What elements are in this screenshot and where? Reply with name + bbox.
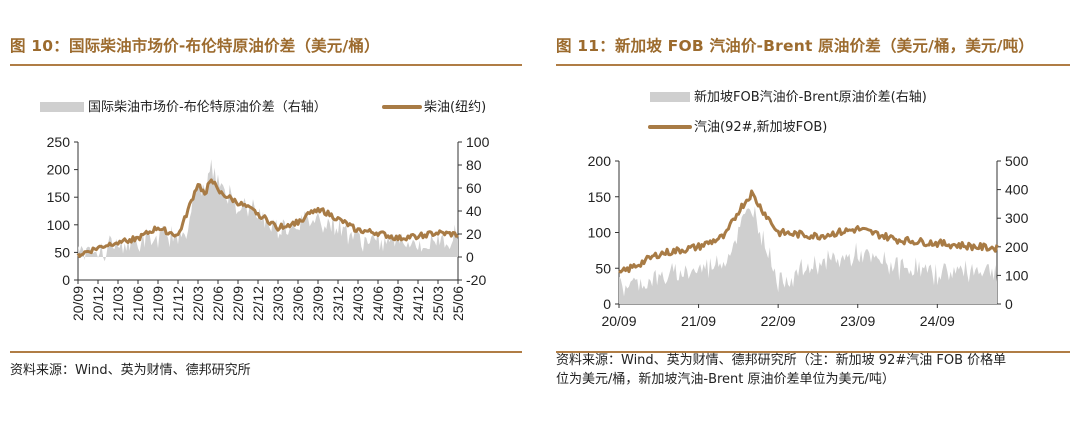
left-x-tick-label: 22/06 [210, 286, 226, 321]
left-x-tick-label: 24/06 [370, 286, 386, 321]
left-x-tick-label: 25/03 [430, 286, 446, 321]
right-x-tick-label: 24/09 [920, 313, 955, 329]
right-source-rule [556, 351, 1070, 353]
left-x-tick-label: 22/12 [250, 286, 266, 321]
right-chart: 0 50 100 150 200 0 100 200 300 400 500 20/09 21/09 22… [588, 89, 1029, 329]
left-x-tick-label: 21/09 [150, 286, 166, 321]
left-x-tick-label: 23/06 [290, 286, 306, 321]
left-x-tick-label: 21/06 [130, 286, 146, 321]
left-figure-title: 图 10：国际柴油市场价-布伦特原油价差（美元/桶） [10, 37, 380, 55]
left-price-line [76, 178, 459, 258]
left-x-tick-label: 22/03 [190, 286, 206, 321]
left-left-tick-label: 0 [62, 272, 70, 288]
left-x-tick-label: 20/12 [90, 286, 106, 321]
left-right-tick-label: 60 [466, 180, 482, 196]
left-spread-area [78, 159, 458, 262]
left-x-tick-label: 24/09 [390, 286, 406, 321]
right-right-tick-label: 400 [1005, 182, 1029, 198]
left-right-tick-label: 80 [466, 157, 482, 173]
left-left-tick-label: 150 [47, 189, 71, 205]
left-left-tick-label: 50 [54, 244, 70, 260]
left-x-tick-label: 23/09 [310, 286, 326, 321]
right-right-tick-label: 500 [1005, 153, 1029, 169]
right-source-line-1: 资料来源：Wind、英为财情、德邦研究所（注：新加坡 92#汽油 FOB 价格单 [556, 353, 1007, 368]
right-source-note: 资料来源：Wind、英为财情、德邦研究所（注：新加坡 92#汽油 FOB 价格单… [556, 351, 1006, 389]
left-left-tick-label: 250 [47, 134, 71, 150]
right-right-tick-label: 300 [1005, 210, 1029, 226]
left-x-tick-label: 25/06 [450, 286, 466, 321]
left-x-tick-label: 22/09 [230, 286, 246, 321]
left-right-tick-label: 40 [466, 203, 482, 219]
right-x-tick-label: 22/09 [761, 313, 796, 329]
right-left-tick-label: 0 [603, 296, 611, 312]
right-x-tick-label: 21/09 [681, 313, 716, 329]
right-right-tick-label: 0 [1005, 296, 1013, 312]
right-source-line-2: 位为美元/桶，新加坡汽油-Brent 原油价差单位为美元/吨） [556, 372, 895, 387]
left-chart: 0 50 100 150 200 250 -20 0 20 40 60 80 100 20/09 20/12… [40, 99, 490, 321]
left-x-tick-label: 23/03 [270, 286, 286, 321]
right-right-tick-label: 200 [1005, 239, 1029, 255]
left-right-tick-label: 20 [466, 226, 482, 242]
left-legend-label-2: 柴油(纽约) [424, 100, 486, 115]
left-x-tick-label: 23/12 [330, 286, 346, 321]
left-source-note: 资料来源：Wind、英为财情、德邦研究所 [10, 363, 251, 378]
left-x-tick-label: 21/12 [170, 286, 186, 321]
right-x-tick-label: 20/09 [601, 313, 636, 329]
left-right-tick-label: 100 [466, 134, 490, 150]
right-left-tick-label: 50 [595, 260, 611, 276]
left-left-tick-label: 200 [47, 162, 71, 178]
left-right-tick-label: 0 [466, 249, 474, 265]
right-title-rule [556, 64, 1070, 66]
left-x-tick-label: 24/12 [410, 286, 426, 321]
left-x-tick-label: 20/09 [70, 286, 86, 321]
left-title-rule [10, 64, 522, 66]
left-x-tick-label: 21/03 [110, 286, 126, 321]
right-figure-title: 图 11：新加坡 FOB 汽油价-Brent 原油价差（美元/桶，美元/吨） [556, 37, 1035, 55]
right-left-tick-label: 200 [588, 153, 612, 169]
left-right-tick-label: -20 [466, 272, 486, 288]
right-left-tick-label: 150 [588, 189, 612, 205]
right-legend-label-2: 汽油(92#,新加坡FOB) [694, 119, 827, 135]
right-left-tick-label: 100 [588, 225, 612, 241]
left-x-tick-label: 24/03 [350, 286, 366, 321]
right-right-tick-label: 100 [1005, 267, 1029, 283]
right-legend-area-swatch [650, 92, 690, 102]
right-x-tick-label: 23/09 [840, 313, 875, 329]
left-legend-label-1: 国际柴油市场价-布伦特原油价差（右轴） [88, 99, 327, 115]
left-source-rule [10, 351, 522, 353]
right-legend-label-1: 新加坡FOB汽油价-Brent原油价差(右轴) [694, 89, 927, 105]
right-spread-area [619, 206, 997, 304]
left-left-tick-label: 100 [47, 217, 71, 233]
right-price-line [618, 189, 999, 274]
left-legend-area-swatch [40, 102, 84, 112]
